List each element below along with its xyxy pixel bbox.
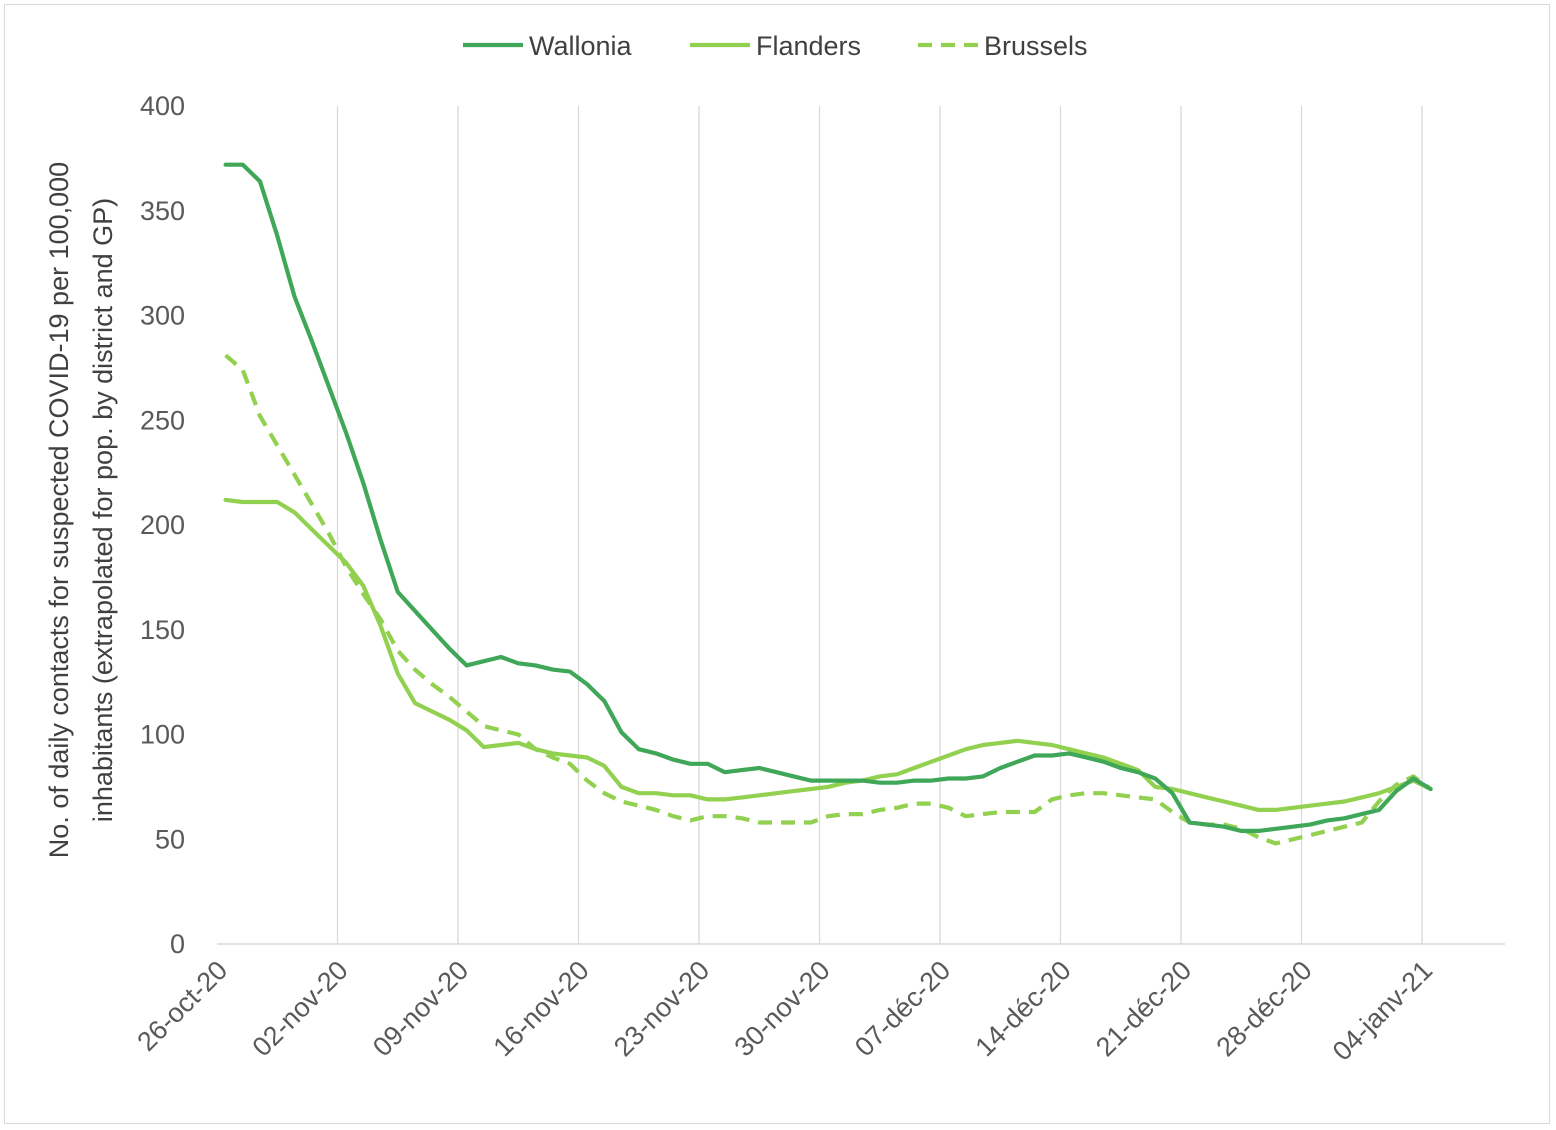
x-tick-label: 09-nov-20 [367, 955, 474, 1062]
x-tick-label: 28-déc-20 [1211, 955, 1318, 1062]
x-tick-label: 02-nov-20 [247, 955, 354, 1062]
x-tick-label: 21-déc-20 [1090, 955, 1197, 1062]
legend-label-brussels: Brussels [984, 31, 1088, 61]
y-tick-labels: 0 50 100 150 200 250 300 350 400 [140, 91, 185, 959]
vertical-gridlines [336, 106, 1423, 944]
y-tick-label: 0 [170, 929, 185, 959]
legend: Wallonia Flanders Brussels [463, 31, 1088, 61]
x-tick-label: 07-déc-20 [849, 955, 956, 1062]
y-tick-label: 100 [140, 720, 185, 750]
legend-label-wallonia: Wallonia [529, 31, 633, 61]
y-tick-label: 50 [155, 824, 185, 854]
x-tick-labels: 26-oct-20 02-nov-20 09-nov-20 16-nov-20 23-n… [131, 955, 1438, 1066]
series-line-wallonia [223, 162, 1433, 833]
y-axis-title-line-1: No. of daily contacts for suspected COVI… [44, 162, 74, 858]
y-tick-label: 250 [140, 405, 185, 435]
x-tick-label: 23-nov-20 [608, 955, 715, 1062]
y-tick-label: 300 [140, 301, 185, 331]
x-tick-label: 26-oct-20 [131, 955, 233, 1057]
y-tick-label: 150 [140, 615, 185, 645]
x-tick-label: 14-déc-20 [970, 955, 1077, 1062]
x-tick-label: 16-nov-20 [488, 955, 595, 1062]
y-axis-title-line-2: inhabitants (extrapolated for pop. by di… [88, 198, 118, 822]
legend-label-flanders: Flanders [756, 31, 861, 61]
y-tick-label: 400 [140, 91, 185, 121]
series-lines [223, 162, 1433, 846]
x-tick-label: 04-janv-21 [1327, 955, 1438, 1066]
x-tick-label: 30-nov-20 [729, 955, 836, 1062]
series-line-flanders [223, 497, 1433, 812]
y-tick-label: 200 [140, 510, 185, 540]
y-tick-label: 350 [140, 196, 185, 226]
